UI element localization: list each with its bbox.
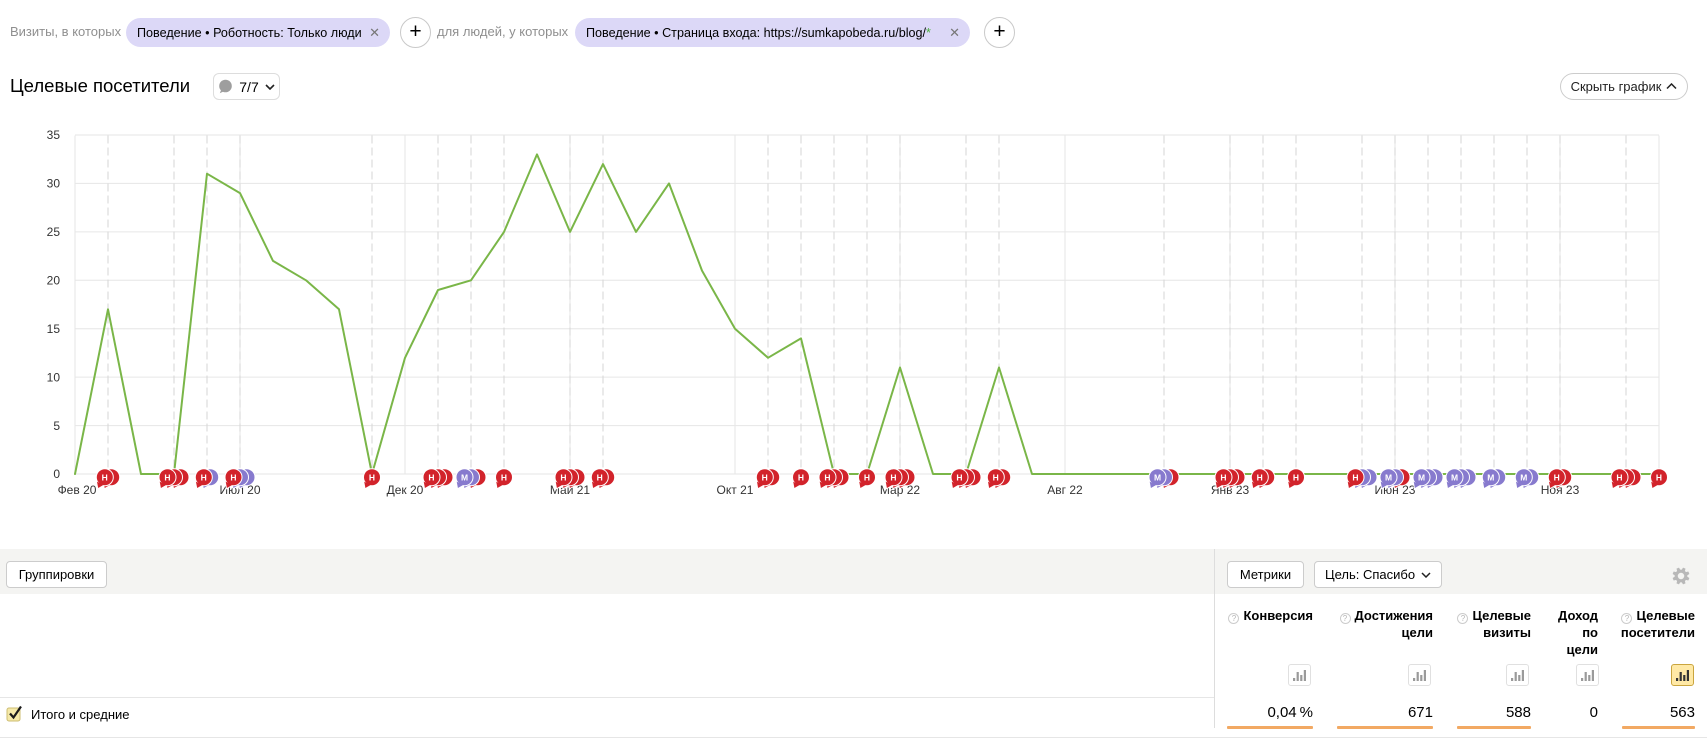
- svg-text:Н: Н: [890, 472, 896, 482]
- svg-text:20: 20: [47, 274, 61, 288]
- svg-text:Н: Н: [864, 472, 870, 482]
- svg-text:Н: Н: [956, 472, 962, 482]
- svg-text:Н: Н: [597, 472, 603, 482]
- svg-text:Н: Н: [1554, 472, 1560, 482]
- svg-text:Дек 20: Дек 20: [387, 483, 424, 497]
- svg-text:10: 10: [47, 370, 61, 384]
- svg-text:Н: Н: [1352, 472, 1358, 482]
- svg-text:35: 35: [47, 128, 61, 142]
- svg-text:25: 25: [47, 225, 61, 239]
- svg-text:Авг 22: Авг 22: [1047, 483, 1083, 497]
- svg-text:Н: Н: [1616, 472, 1622, 482]
- svg-text:М: М: [1418, 472, 1425, 482]
- svg-text:Н: Н: [102, 472, 108, 482]
- svg-text:Н: Н: [201, 472, 207, 482]
- svg-text:Н: Н: [1257, 472, 1263, 482]
- svg-text:Н: Н: [1656, 472, 1662, 482]
- svg-text:Н: Н: [369, 472, 375, 482]
- svg-text:Н: Н: [428, 472, 434, 482]
- svg-text:М: М: [461, 472, 468, 482]
- svg-text:Н: Н: [824, 472, 830, 482]
- svg-text:30: 30: [47, 177, 61, 191]
- svg-text:Н: Н: [230, 472, 236, 482]
- svg-text:М: М: [1520, 472, 1527, 482]
- svg-text:5: 5: [53, 419, 60, 433]
- svg-text:Н: Н: [560, 472, 566, 482]
- svg-text:М: М: [1451, 472, 1458, 482]
- svg-text:Фев 20: Фев 20: [58, 483, 97, 497]
- svg-text:Н: Н: [501, 472, 507, 482]
- svg-text:Н: Н: [993, 472, 999, 482]
- svg-text:Н: Н: [1220, 472, 1226, 482]
- svg-text:Н: Н: [164, 472, 170, 482]
- svg-text:М: М: [1385, 472, 1392, 482]
- svg-text:Н: Н: [1293, 472, 1299, 482]
- svg-text:М: М: [1154, 472, 1161, 482]
- svg-text:М: М: [1487, 472, 1494, 482]
- svg-text:15: 15: [47, 322, 61, 336]
- svg-text:Н: Н: [798, 472, 804, 482]
- svg-text:Окт 21: Окт 21: [717, 483, 754, 497]
- svg-text:0: 0: [53, 467, 60, 481]
- svg-text:Н: Н: [762, 472, 768, 482]
